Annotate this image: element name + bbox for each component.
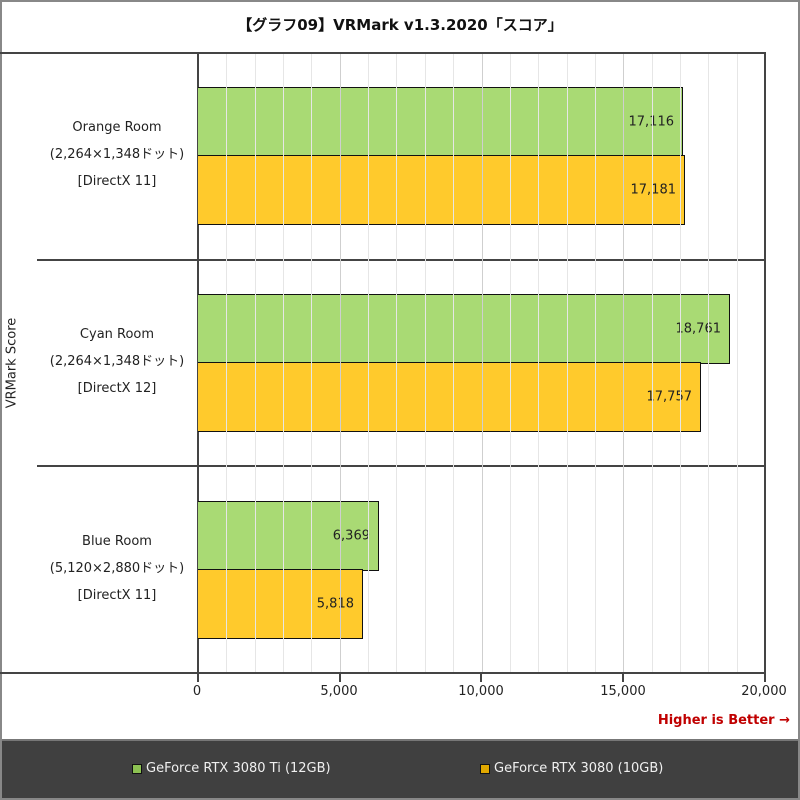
gridline	[623, 54, 624, 672]
bar-cyan-room-rtx3080ti: 18,761	[198, 294, 730, 364]
gridline	[482, 54, 483, 672]
legend-item-rtx3080ti: GeForce RTX 3080 Ti (12GB)	[132, 761, 331, 776]
gridline	[311, 54, 312, 672]
bar-value-label: 17,757	[646, 389, 693, 405]
category-label-cyan-room: Cyan Room (2,264×1,348ドット) [DirectX 12]	[37, 321, 197, 402]
bar-orange-room-rtx3080: 17,181	[198, 155, 685, 225]
plot-top-border	[0, 52, 766, 54]
legend-label: GeForce RTX 3080 (10GB)	[494, 761, 664, 776]
group-separator	[37, 465, 766, 467]
bar-value-label: 17,116	[629, 115, 675, 130]
category-resolution: (2,264×1,348ドット)	[49, 354, 185, 369]
x-tick-label: 15,000	[600, 684, 646, 699]
category-api: [DirectX 11]	[77, 588, 157, 603]
gridline	[510, 54, 511, 672]
category-api: [DirectX 12]	[77, 381, 157, 396]
legend: GeForce RTX 3080 Ti (12GB) GeForce RTX 3…	[2, 739, 798, 798]
x-tick-label: 20,000	[741, 684, 787, 699]
gridline	[708, 54, 709, 672]
bar-value-label: 6,369	[332, 528, 370, 544]
gridline	[396, 54, 397, 672]
x-tick-label: 5,000	[320, 684, 358, 699]
bar-cyan-room-rtx3080: 17,757	[198, 362, 701, 432]
legend-swatch-orange	[480, 763, 490, 774]
x-tick	[339, 672, 341, 682]
gridline	[283, 54, 284, 672]
higher-is-better-note: Higher is Better →	[657, 713, 790, 728]
bar-value-label: 5,818	[316, 596, 354, 612]
x-tick	[480, 672, 482, 682]
category-name: Orange Room	[72, 120, 162, 135]
gridline	[737, 54, 738, 672]
gridline	[680, 54, 681, 672]
bar-orange-room-rtx3080ti: 17,116	[198, 87, 683, 157]
gridline	[255, 54, 256, 672]
gridline	[652, 54, 653, 672]
y-axis-title: VRMark Score	[4, 317, 20, 409]
category-name: Blue Room	[82, 534, 152, 549]
gridline	[340, 54, 341, 672]
gridline	[368, 54, 369, 672]
gridline	[425, 54, 426, 672]
x-axis-line	[0, 672, 766, 674]
x-tick	[197, 672, 199, 682]
bar-blue-room-rtx3080: 5,818	[198, 569, 363, 639]
legend-label: GeForce RTX 3080 Ti (12GB)	[146, 761, 331, 776]
category-name: Cyan Room	[79, 327, 155, 342]
legend-item-rtx3080: GeForce RTX 3080 (10GB)	[480, 761, 663, 776]
gridline	[226, 54, 227, 672]
x-tick-label: 10,000	[458, 684, 504, 699]
plot-right-border	[764, 52, 766, 674]
x-tick	[622, 672, 624, 682]
legend-swatch-green	[132, 763, 142, 774]
category-label-orange-room: Orange Room (2,264×1,348ドット) [DirectX 11…	[37, 114, 197, 195]
group-separator	[37, 259, 766, 261]
chart-title: 【グラフ09】VRMark v1.3.2020「スコア」	[237, 16, 563, 34]
category-label-blue-room: Blue Room (5,120×2,880ドット) [DirectX 11]	[37, 528, 197, 609]
gridline	[595, 54, 596, 672]
x-tick	[764, 672, 766, 682]
bar-value-label: 18,761	[675, 321, 722, 337]
category-resolution: (2,264×1,348ドット)	[49, 147, 185, 162]
gridline	[538, 54, 539, 672]
gridline	[453, 54, 454, 672]
gridline	[567, 54, 568, 672]
bar-value-label: 17,181	[630, 182, 677, 198]
x-tick-label: 0	[192, 684, 202, 699]
category-api: [DirectX 11]	[77, 174, 157, 189]
category-resolution: (5,120×2,880ドット)	[49, 561, 185, 576]
